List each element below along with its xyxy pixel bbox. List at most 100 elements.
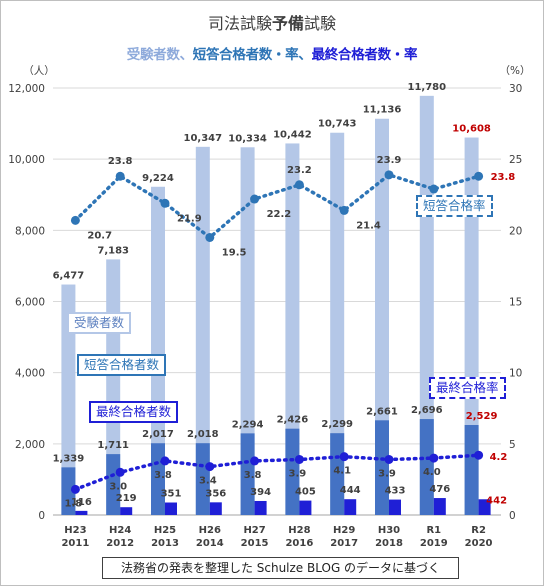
label-short-rate: 19.5 <box>222 247 247 258</box>
label-final-rate: 1.8 <box>65 498 83 509</box>
line-short-rate <box>73 172 481 240</box>
line-final-rate-point <box>205 462 215 472</box>
label-applicants: 10,442 <box>273 129 312 140</box>
x-tick-label-year: 2014 <box>196 538 224 549</box>
y-left-tick-label: 0 <box>38 510 45 522</box>
bar-final-passers <box>433 498 446 515</box>
label-final-rate: 3.8 <box>154 470 172 481</box>
x-tick-label-era: H28 <box>288 525 310 536</box>
label-short-rate: 23.2 <box>287 165 312 176</box>
line-short-rate-point <box>339 205 349 215</box>
legend-applicants: 受験者数 <box>67 312 132 334</box>
chart-subtitle: 受験者数、短答合格者数・率、最終合格者数・率 <box>1 43 543 63</box>
label-short-rate: 22.2 <box>267 209 292 220</box>
y-right-tick-label: 5 <box>509 439 516 451</box>
y-right-tick-label: 20 <box>509 225 522 237</box>
x-tick-label-era: H23 <box>64 525 86 536</box>
label-final-rate: 4.2 <box>490 452 508 463</box>
label-short-passers: 1,711 <box>97 440 129 451</box>
label-applicants: 10,743 <box>318 119 357 130</box>
label-final-passers: 444 <box>340 485 361 496</box>
subtitle-part-applicants: 受験者数、 <box>126 47 193 63</box>
line-final-rate-point <box>115 467 125 477</box>
bar-applicants <box>464 137 479 516</box>
label-final-rate: 3.9 <box>378 468 396 479</box>
bar-short-passers <box>195 443 210 515</box>
y-left-tick-label: 2,000 <box>15 439 45 451</box>
bar-final-passers <box>344 499 357 515</box>
label-applicants: 9,224 <box>142 173 174 184</box>
chart-title: 司法試験予備試験 <box>1 10 543 34</box>
label-applicants: 11,780 <box>408 82 447 93</box>
label-final-rate: 3.8 <box>244 470 262 481</box>
y-right-tick-label: 10 <box>509 368 522 380</box>
line-final-rate-point <box>429 453 439 463</box>
label-applicants: 10,608 <box>452 124 491 135</box>
label-applicants: 7,183 <box>97 245 129 256</box>
y-left-unit-label: （人） <box>23 65 55 77</box>
x-tick-label-era: R2 <box>471 525 486 536</box>
source-footer: 法務省の発表を整理した Schulze BLOG のデータに基づく <box>102 557 459 579</box>
y-right-tick-label: 30 <box>509 83 522 95</box>
label-short-passers: 2,661 <box>366 406 398 417</box>
x-tick-label-era: H30 <box>378 525 400 536</box>
label-short-passers: 2,017 <box>142 429 174 440</box>
bar-final-passers <box>299 500 312 515</box>
bar-applicants <box>151 186 165 515</box>
y-right-tick-label: 0 <box>509 510 516 522</box>
bar-applicants <box>285 143 300 515</box>
x-tick-label-year: 2017 <box>330 538 358 549</box>
bar-final-passers <box>389 499 401 515</box>
x-tick-label-year: 2013 <box>151 538 179 549</box>
bar-short-passers <box>240 433 255 515</box>
x-tick-label-era: H25 <box>154 525 176 536</box>
label-final-passers: 116 <box>71 497 92 508</box>
bar-final-passers <box>478 499 491 515</box>
y-left-tick-label: 10,000 <box>8 154 45 166</box>
bar-short-passers <box>419 419 434 515</box>
label-final-rate: 3.0 <box>109 481 127 492</box>
title-part-a: 司法試験 <box>207 14 272 33</box>
label-short-rate: 23.9 <box>377 155 402 166</box>
line-short-rate-point <box>70 215 80 225</box>
line-final-rate-point <box>70 484 80 494</box>
label-short-passers: 1,339 <box>53 453 85 464</box>
x-tick-label-year: 2011 <box>61 538 89 549</box>
bar-final-passers <box>254 500 267 515</box>
x-tick-label-year: 2020 <box>465 538 493 549</box>
line-final-rate-point <box>384 454 394 464</box>
line-short-rate-point <box>384 170 394 180</box>
x-tick-label-era: H29 <box>333 525 355 536</box>
label-final-passers: 476 <box>429 484 450 495</box>
label-final-rate: 3.4 <box>199 476 217 487</box>
line-final-rate-point <box>294 454 304 464</box>
line-short-rate-point <box>115 171 125 181</box>
line-final-rate-point <box>160 456 170 466</box>
bar-short-passers <box>375 420 389 515</box>
y-left-tick-label: 4,000 <box>15 368 45 380</box>
bar-short-passers <box>106 454 121 515</box>
line-final-rate-point <box>339 452 349 462</box>
label-final-rate: 4.0 <box>423 467 441 478</box>
y-left-tick-label: 6,000 <box>15 297 45 309</box>
label-short-passers: 2,018 <box>187 429 219 440</box>
x-tick-label-era: H26 <box>199 525 221 536</box>
bar-final-passers <box>120 507 133 515</box>
label-final-passers: 351 <box>161 489 182 500</box>
label-final-rate: 4.1 <box>333 466 351 477</box>
label-applicants: 10,334 <box>228 133 267 144</box>
x-tick-label-year: 2016 <box>285 538 313 549</box>
bar-applicants <box>375 118 389 515</box>
bar-applicants <box>240 147 255 515</box>
label-applicants: 11,136 <box>363 105 402 116</box>
x-tick-label-year: 2018 <box>375 538 403 549</box>
label-short-rate: 20.7 <box>87 230 112 241</box>
line-final-rate-point <box>250 456 260 466</box>
label-final-passers: 442 <box>486 495 507 506</box>
label-short-rate: 21.4 <box>356 220 381 231</box>
label-final-rate: 3.9 <box>289 468 307 479</box>
label-short-passers: 2,696 <box>411 405 443 416</box>
legend-final-passers: 最終合格者数 <box>89 401 179 423</box>
label-short-rate: 21.9 <box>177 213 202 224</box>
subtitle-part-final: 最終合格者数・率 <box>311 47 418 63</box>
